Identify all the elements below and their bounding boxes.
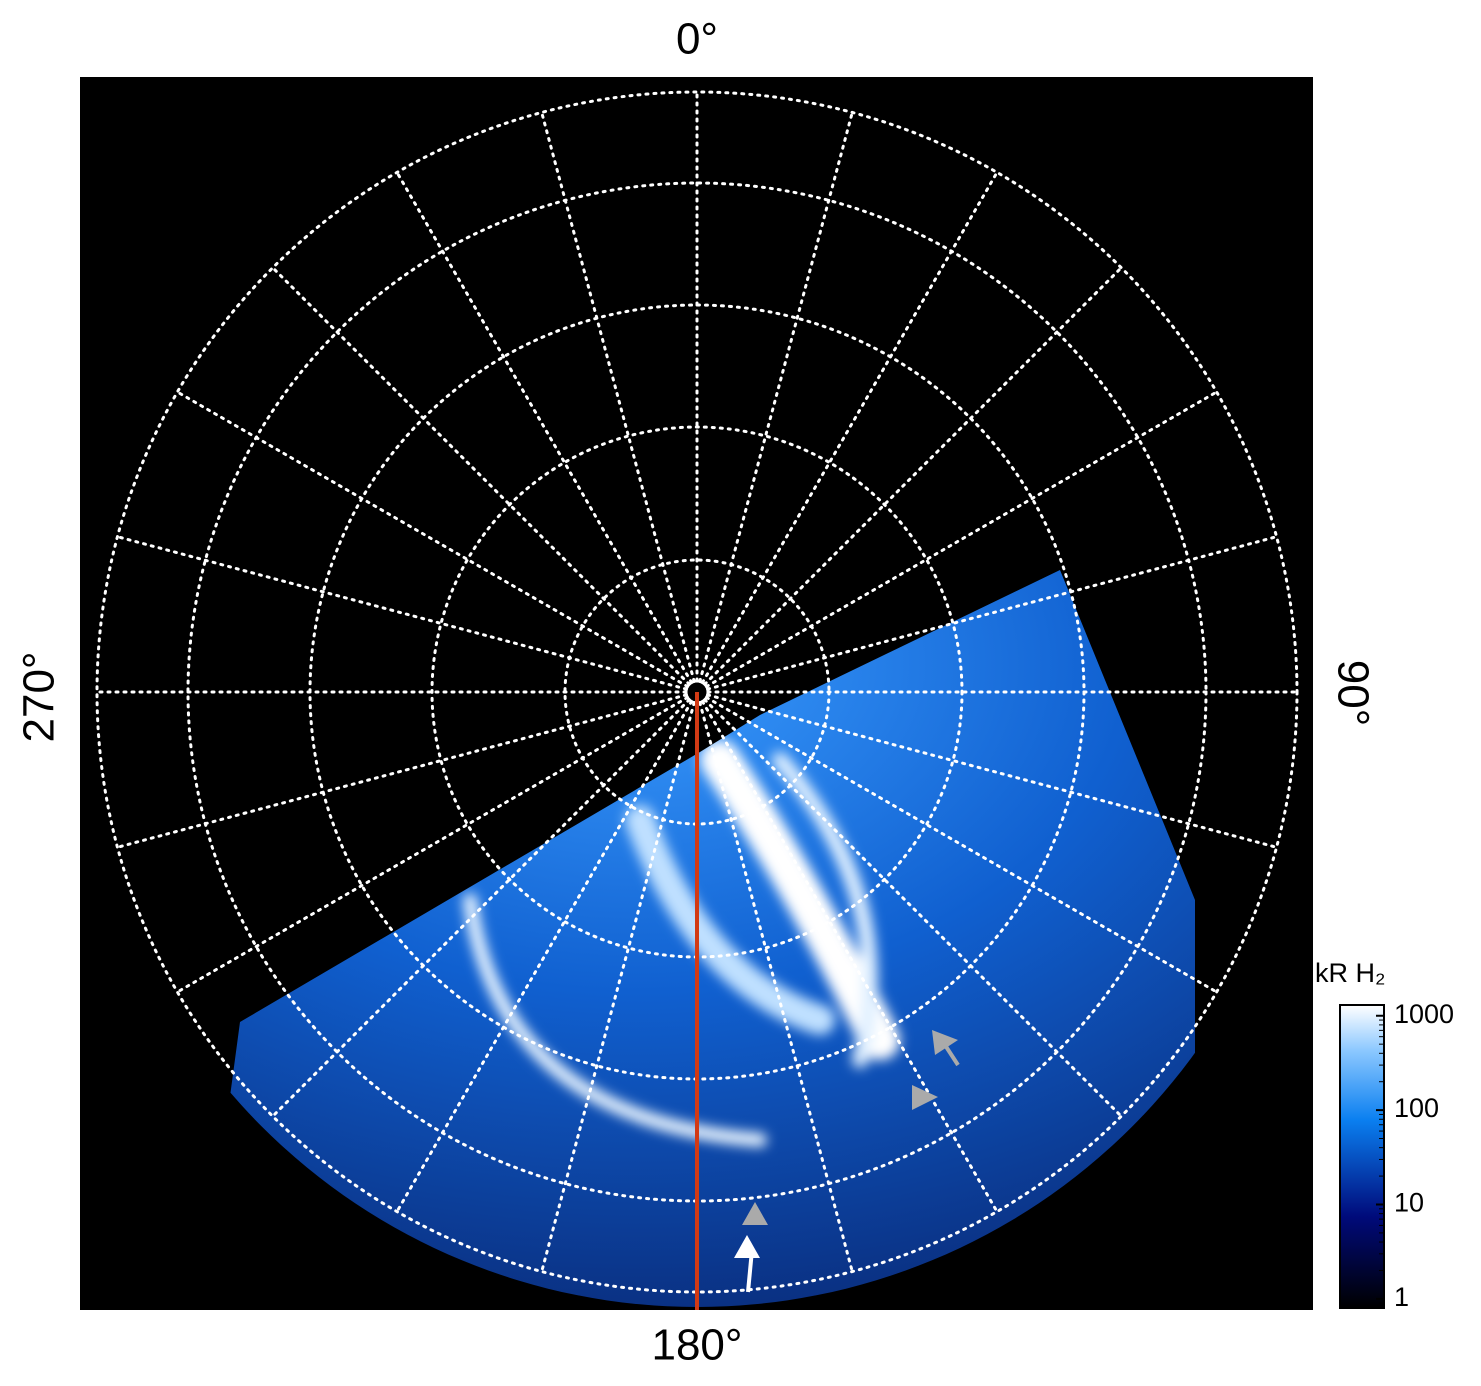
meridian xyxy=(703,266,1123,686)
meridian xyxy=(540,110,696,683)
meridian xyxy=(395,700,693,1214)
colorbar xyxy=(1339,1004,1385,1309)
meridian xyxy=(271,266,691,686)
meridian xyxy=(706,535,1279,691)
meridian xyxy=(698,110,854,683)
direction-label: 90° xyxy=(1328,660,1377,727)
colorbar-tick-label: 10 xyxy=(1394,1188,1424,1218)
meridian xyxy=(701,700,999,1214)
meridian xyxy=(271,698,691,1118)
meridian xyxy=(175,390,689,688)
direction-label: 180° xyxy=(651,1321,742,1370)
meridian xyxy=(540,701,696,1274)
polar-grid xyxy=(95,90,1299,1294)
meridian xyxy=(703,698,1123,1118)
colorbar-title: kR H₂ xyxy=(1315,958,1385,988)
meridian xyxy=(115,535,688,691)
arrows xyxy=(734,1030,960,1293)
meridian xyxy=(705,390,1219,688)
colorbar-tick-label: 1000 xyxy=(1394,999,1454,1029)
meridian xyxy=(175,696,689,994)
meridian xyxy=(706,693,1279,849)
meridian xyxy=(701,170,999,684)
meridian xyxy=(115,693,688,849)
colorbar-tick-label: 1 xyxy=(1394,1282,1409,1312)
meridian xyxy=(705,696,1219,994)
direction-label: 270° xyxy=(15,651,64,742)
colorbar-tick-label: 100 xyxy=(1394,1093,1439,1123)
meridian xyxy=(395,170,693,684)
meridian xyxy=(698,701,854,1274)
direction-label: 0° xyxy=(676,15,718,64)
